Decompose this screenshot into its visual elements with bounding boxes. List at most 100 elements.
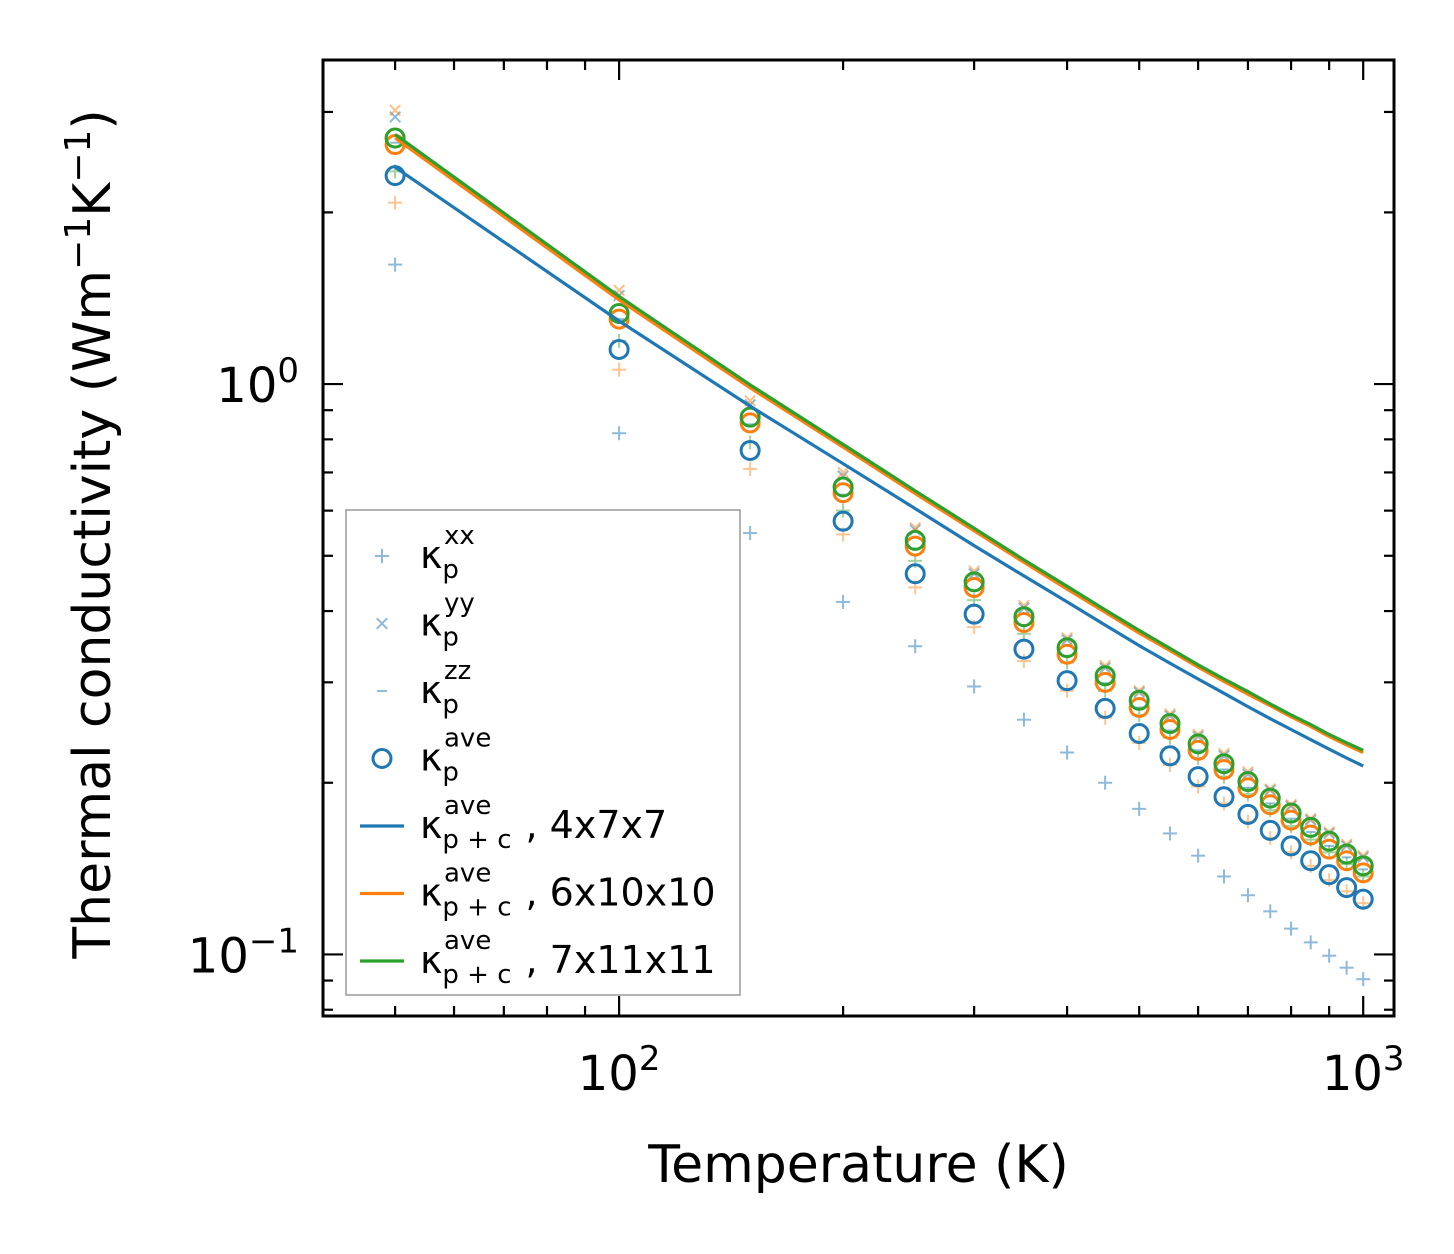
series-circle-2 [384,127,1374,877]
data-point-circle [1352,855,1374,877]
series-line-0 [394,165,1364,768]
y-tick-label: 10−1 [188,921,299,984]
data-point-plus [1263,904,1278,919]
data-point-circle [1128,722,1150,744]
axes-frame [321,58,1396,1018]
legend-entry: κp + cave, 7x11x11 [360,926,716,990]
data-point-circle [1013,606,1035,628]
data-point-circle [1128,689,1150,711]
data-point-circle [608,338,630,360]
legend-marker [375,549,389,563]
data-point-circle [1300,824,1322,846]
data-point-plus [1016,712,1031,727]
data-point-plus [1339,960,1354,975]
data-point-circle [1094,671,1116,693]
data-point-plus [388,195,403,210]
data-point-circle [1237,777,1259,799]
y-axis-label: Thermal conductivity (Wm−1K−1) [58,109,123,959]
data-point-circle [963,576,985,598]
legend-label: κpxx [420,521,475,585]
data-point-circle [1336,843,1358,865]
data-point-circle [384,165,406,187]
data-point-circle [1056,643,1078,665]
data-point-circle [1259,787,1281,809]
data-point-circle [1159,718,1181,740]
data-point-circle [1237,771,1259,793]
data-point-plus [743,526,758,541]
data-point-plus [1016,653,1031,668]
data-point-plus [1303,935,1318,950]
data-point-circle [1280,835,1302,857]
legend-entry: κpave [371,724,491,788]
data-point-plus [1016,626,1031,641]
data-point-circle [1280,802,1302,824]
legend-box [345,509,741,996]
data-point-plus [1163,826,1178,841]
data-point-circle [904,529,926,551]
data-point-plus [388,257,403,272]
data-point-circle [1300,850,1322,872]
x-tick-label: 103 [1322,1039,1405,1102]
legend-marker [376,617,388,630]
data-point-circle [1187,739,1209,761]
series-line [394,133,1364,752]
legend-entry: κpzz [377,656,471,720]
data-point-cross [1304,814,1317,827]
data-point-circle [1237,803,1259,825]
minor-ticks [323,60,1394,1016]
legend-label: κp + cave, 7x11x11 [420,926,716,990]
data-point-circle [1300,816,1322,838]
data-point-circle [1213,786,1235,808]
data-point-circle [1280,809,1302,831]
series-line-2 [394,133,1364,752]
series-circle-0 [384,165,1374,910]
legend-label: κpyy [420,589,475,653]
legend-label: κp + cave, 4x7x7 [420,791,667,855]
data-point-circle [1013,638,1035,660]
data-point-plus [1356,972,1371,987]
data-point-circle [1159,713,1181,735]
data-point-circle [1336,877,1358,899]
legend-label: κpave [420,724,491,788]
plot-area [384,104,1374,987]
tick-labels: 102 103 100 10−1 [188,351,1405,1102]
data-point-cross [837,466,850,479]
legend-entry: κpxx [375,521,475,585]
data-point-plus [908,639,923,654]
data-point-plus [967,679,982,694]
data-point-circle [1213,753,1235,775]
data-point-circle [904,535,926,557]
data-point-plus [743,461,758,476]
legend-entry: κp + cave, 6x10x10 [360,859,716,923]
data-point-plus [1322,948,1337,963]
data-point-circle [1056,670,1078,692]
series-line [394,165,1364,768]
series-plus-0 [388,257,1371,987]
data-point-plus [1191,848,1206,863]
data-point-circle [1056,637,1078,659]
data-point-circle [1187,766,1209,788]
series-line [394,136,1364,754]
data-point-cross [1192,730,1205,743]
data-point-circle [1013,611,1035,633]
legend-label: κpzz [420,656,471,720]
data-point-plus [1284,921,1299,936]
data-point-circle [1318,864,1340,886]
data-point-plus [1060,745,1075,760]
x-tick-label: 102 [578,1039,661,1102]
data-point-circle [608,308,630,330]
data-point-cross [1241,768,1254,781]
series-circle-1 [384,134,1374,884]
data-point-circle [1094,697,1116,719]
series-line-1 [394,136,1364,754]
major-ticks [323,60,1394,1016]
x-axis-label: Temperature (K) [647,1135,1069,1195]
data-point-circle [1187,733,1209,755]
data-point-circle [1094,665,1116,687]
data-point-circle [739,406,761,428]
y-tick-label: 100 [216,351,299,414]
data-point-circle [1352,888,1374,910]
data-point-circle [1159,745,1181,767]
